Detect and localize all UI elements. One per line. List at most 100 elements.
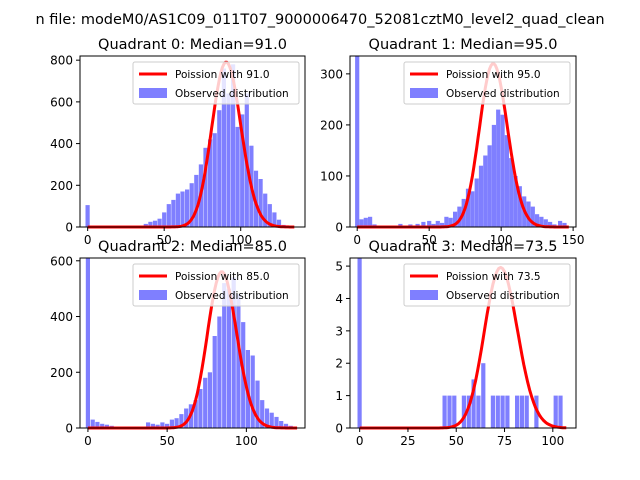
histogram-bar xyxy=(226,288,231,428)
histogram-bar xyxy=(474,178,479,227)
histogram-bar xyxy=(184,408,189,428)
histogram-bar xyxy=(496,109,501,227)
histogram-bar xyxy=(421,221,426,227)
histogram-bar xyxy=(269,412,274,428)
histogram-bar xyxy=(180,191,185,227)
y-tick-label: 400 xyxy=(50,137,73,151)
histogram-bar xyxy=(221,68,226,227)
x-tick-label: 100 xyxy=(229,233,252,247)
y-tick-label: 300 xyxy=(320,67,343,81)
histogram-bar xyxy=(185,189,190,227)
x-tick-label: 25 xyxy=(400,434,415,448)
histogram-bar xyxy=(85,205,90,227)
histogram-bar xyxy=(442,395,447,428)
y-tick-label: 400 xyxy=(50,310,73,324)
histogram-bar xyxy=(100,423,105,428)
histogram-bar xyxy=(517,186,522,227)
y-tick-label: 0 xyxy=(65,221,73,235)
histogram-bar xyxy=(440,222,445,227)
legend-bar-swatch xyxy=(139,290,167,300)
subplot-title: Quadrant 0: Median=91.0 xyxy=(98,37,287,53)
histogram-bar xyxy=(189,183,194,227)
histogram-bar xyxy=(553,395,558,428)
histogram-bar xyxy=(543,219,548,227)
x-tick-label: 50 xyxy=(160,434,175,448)
x-tick-label: 0 xyxy=(353,233,361,247)
histogram-bar xyxy=(264,408,270,428)
histogram-bar xyxy=(165,423,170,428)
legend-label-observed: Observed distribution xyxy=(446,290,560,302)
legend-box xyxy=(132,263,300,307)
histogram-bar xyxy=(203,377,208,428)
histogram-bar xyxy=(155,424,160,428)
y-tick-label: 0 xyxy=(335,422,343,436)
histogram-bar xyxy=(95,421,100,428)
x-tick-label: 50 xyxy=(422,233,437,247)
subplot-quadrant-0: 0 50 100 0 200 400 600 800 Quadrant 0: Median=91… xyxy=(50,37,306,247)
histogram-bar xyxy=(505,395,510,428)
histogram-bar xyxy=(222,283,227,428)
histogram-bar xyxy=(558,395,563,428)
legend-box xyxy=(132,61,300,105)
y-tick-label: 0 xyxy=(65,422,73,436)
y-tick-label: 600 xyxy=(50,254,73,268)
legend-bar-swatch xyxy=(139,88,167,98)
histogram-bar xyxy=(359,219,364,227)
y-tick-label: 4 xyxy=(335,292,343,306)
histogram-bar xyxy=(461,395,466,428)
histogram-bar xyxy=(194,174,199,227)
legend-label-poisson: Poission with 85.0 xyxy=(175,271,270,283)
histogram-bar xyxy=(435,220,440,227)
y-tick-label: 3 xyxy=(335,324,343,338)
y-tick-label: 200 xyxy=(320,118,343,132)
axes-frame xyxy=(349,55,577,228)
histogram-bar xyxy=(524,395,529,428)
histogram-bar xyxy=(276,219,282,227)
x-tick-label: 0 xyxy=(356,434,364,448)
histogram-bar xyxy=(539,216,544,227)
histogram-bar xyxy=(491,124,496,227)
legend-label-observed: Observed distribution xyxy=(175,88,289,100)
x-tick-label: 0 xyxy=(84,434,92,448)
histogram-bar xyxy=(260,400,265,428)
axes-frame xyxy=(79,257,306,429)
histogram-bar xyxy=(255,380,260,428)
legend-label-observed: Observed distribution xyxy=(446,88,560,100)
histogram-bar xyxy=(198,389,203,428)
histogram-bar xyxy=(193,400,198,428)
histogram-bar xyxy=(235,126,240,227)
histogram-bar xyxy=(363,217,368,227)
histogram-bar xyxy=(444,216,449,227)
histogram-bar xyxy=(236,294,241,428)
histogram-bar xyxy=(157,218,162,227)
x-tick-label: 100 xyxy=(490,233,513,247)
histogram-bar xyxy=(152,220,158,227)
histogram-bar xyxy=(519,395,524,428)
histogram-bar xyxy=(471,379,476,428)
histogram-bar xyxy=(415,223,420,227)
histogram-bar xyxy=(179,414,184,428)
legend-label-poisson: Poission with 95.0 xyxy=(446,69,541,81)
histogram-bar xyxy=(530,206,535,227)
histogram-bar xyxy=(217,110,222,227)
histogram-bar xyxy=(174,418,179,428)
histogram-bar xyxy=(509,158,514,227)
histogram-bar xyxy=(500,114,505,227)
axes-frame xyxy=(79,55,306,228)
histogram-bar xyxy=(104,424,109,428)
histogram-bar xyxy=(143,223,148,227)
y-tick-label: 100 xyxy=(320,169,343,183)
histogram-bar xyxy=(263,193,268,227)
histogram-bar xyxy=(279,421,284,428)
subplot-quadrant-3: 0 25 50 75 100 0 1 2 3 4 5 Quadrant 3: Median=73.5 P… xyxy=(335,239,577,448)
legend-label-poisson: Poission with 91.0 xyxy=(175,69,270,81)
histogram-bar xyxy=(504,135,509,227)
histogram-bar xyxy=(267,204,272,227)
y-tick-label: 5 xyxy=(335,260,343,274)
histogram-bar xyxy=(483,155,488,227)
histogram-bar xyxy=(515,395,520,428)
histogram-bar xyxy=(466,395,471,428)
histogram-bar xyxy=(481,363,486,428)
x-tick-label: 50 xyxy=(449,434,464,448)
subplot-quadrant-1: 0 50 100 150 0 100 200 300 Quadrant 1: Median=95… xyxy=(320,37,584,247)
